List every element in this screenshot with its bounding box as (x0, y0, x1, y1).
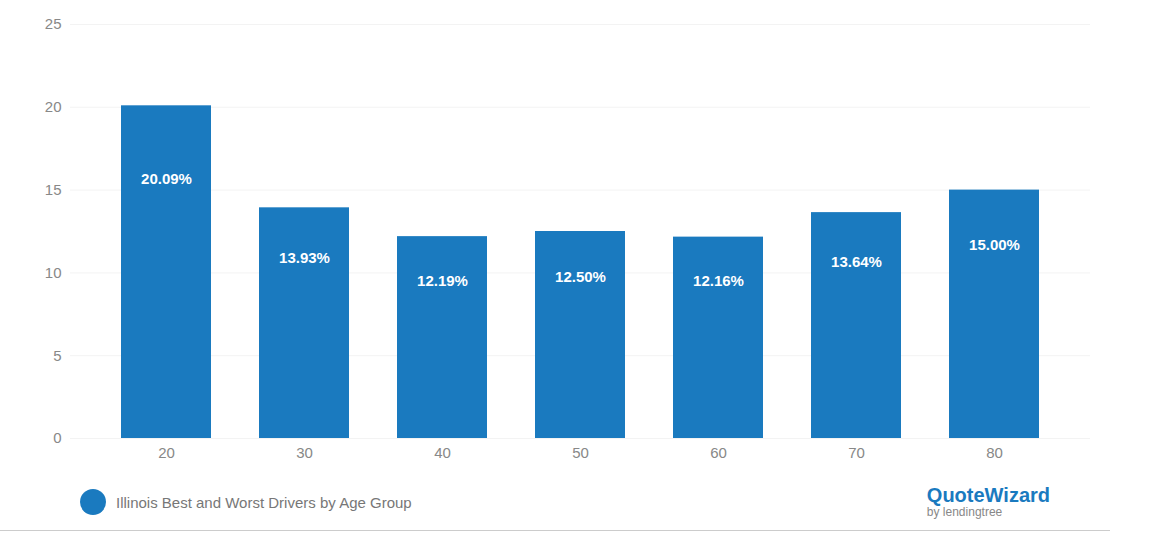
svg-text:5: 5 (53, 347, 61, 364)
svg-text:15.00%: 15.00% (969, 236, 1020, 253)
html-text:Illinois Best and Worst Driver: Illinois Best and Worst Drivers by Age G… (116, 493, 412, 511)
svg-text:60: 60 (710, 444, 727, 461)
svg-text:20: 20 (158, 444, 175, 461)
svg-text:0: 0 (53, 429, 61, 446)
svg-text:50: 50 (572, 444, 589, 461)
svg-text:12.50%: 12.50% (555, 268, 606, 285)
svg-text:20: 20 (45, 98, 62, 115)
svg-text:13.64%: 13.64% (831, 253, 882, 270)
svg-text:30: 30 (296, 444, 313, 461)
svg-text:12.16%: 12.16% (693, 272, 744, 289)
svg-text:10: 10 (45, 264, 62, 281)
svg-text:40: 40 (434, 444, 451, 461)
svg-text:25: 25 (45, 15, 62, 32)
svg-text:70: 70 (848, 444, 865, 461)
svg-text:80: 80 (986, 444, 1003, 461)
svg-text:20.09%: 20.09% (141, 170, 192, 187)
svg-text:15: 15 (45, 181, 62, 198)
html-text:QuoteWizard: QuoteWizard (926, 484, 1050, 507)
html-text:by lendingtree: by lendingtree (926, 505, 1003, 520)
svg-text:13.93%: 13.93% (279, 249, 330, 266)
svg-text:12.19%: 12.19% (417, 272, 468, 289)
